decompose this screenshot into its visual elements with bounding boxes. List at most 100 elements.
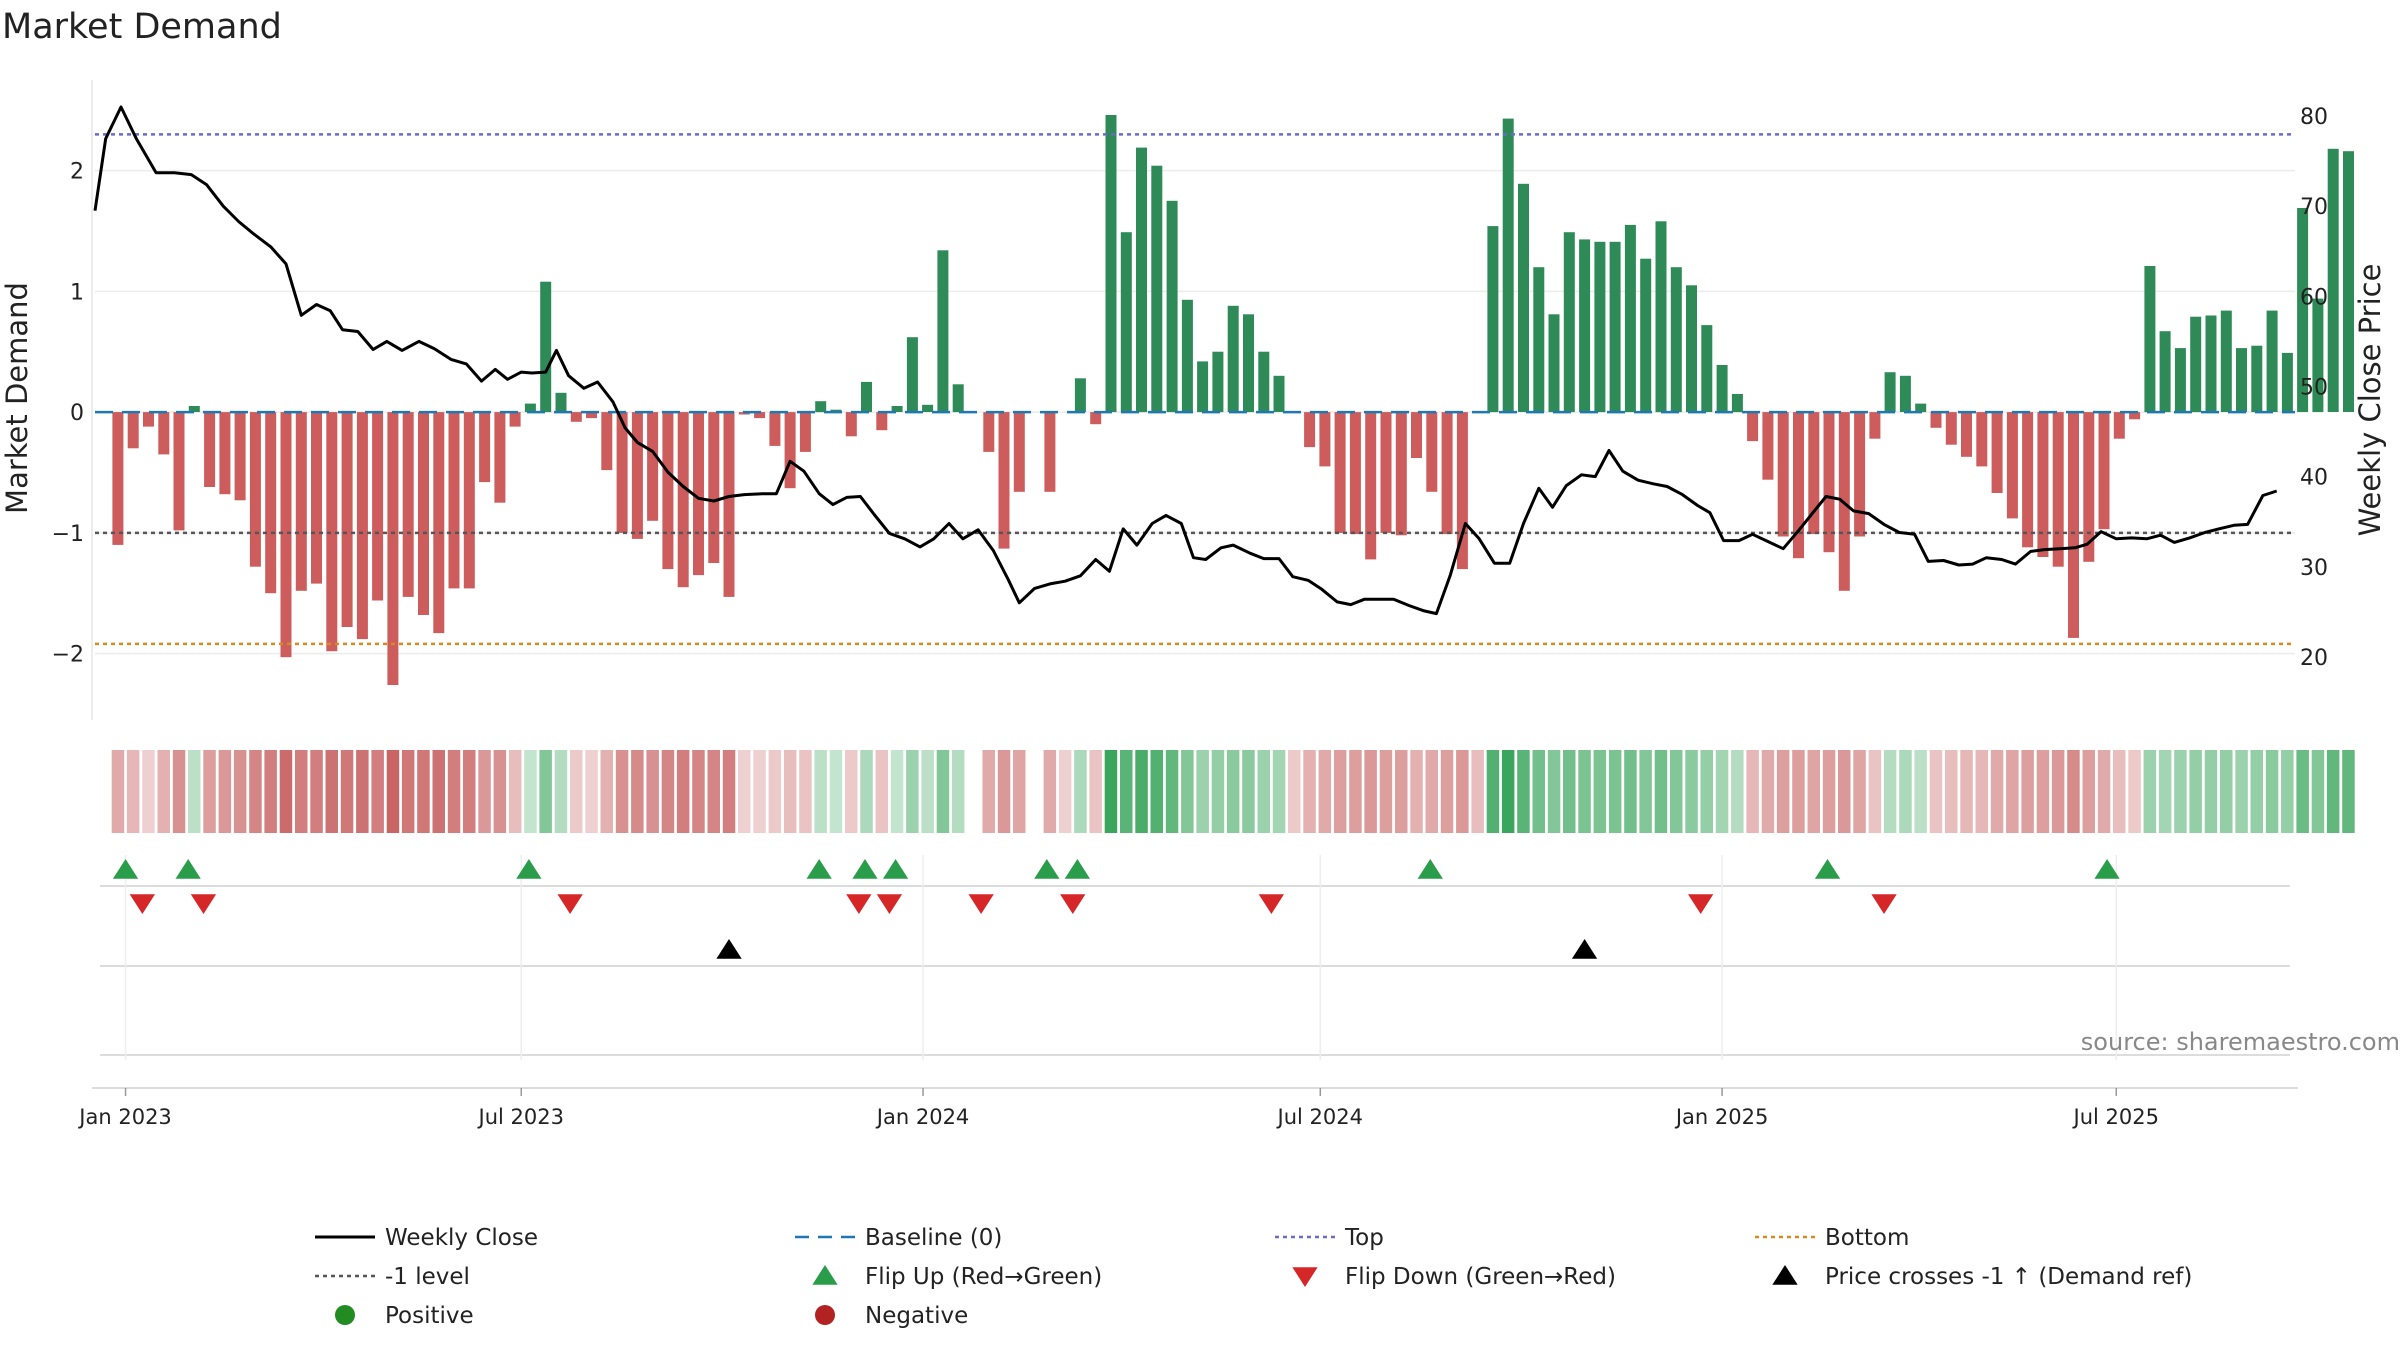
flip-up-marker [882, 859, 909, 879]
strip-cell-negative [982, 750, 995, 833]
strip-cell-negative [600, 750, 613, 833]
strip-cell-negative [264, 750, 277, 833]
strip-cell-negative [692, 750, 705, 833]
positive-demand-bar [1181, 299, 1193, 413]
strip-cell-negative [631, 750, 644, 833]
strip-cell-negative [1456, 750, 1469, 833]
strip-cell-positive [539, 750, 552, 833]
weekly-close-line [93, 105, 2278, 616]
positive-demand-bar [2327, 148, 2339, 413]
flip-down-marker [968, 894, 994, 914]
positive-demand-bar [1212, 351, 1224, 413]
strip-cell-negative [661, 750, 675, 833]
strip-cell-negative [2113, 750, 2126, 833]
flip-down-marker [190, 894, 217, 914]
legend-entry: Top [1275, 1225, 1384, 1251]
flip-down-marker [1871, 894, 1897, 914]
positive-demand-bar [1701, 325, 1713, 412]
negative-demand-bar [1945, 412, 1957, 445]
negative-demand-bar [784, 412, 796, 489]
negative-demand-bar [448, 412, 460, 589]
strip-cell-positive [2342, 750, 2355, 833]
strip-cell-positive [2220, 750, 2233, 833]
negative-demand-bar [662, 412, 674, 570]
strip-cell-negative [126, 750, 140, 833]
positive-demand-bar [1915, 403, 1927, 413]
strip-cell-positive [1563, 750, 1576, 833]
negative-demand-bar [998, 412, 1010, 549]
strip-cell-negative [478, 750, 491, 833]
negative-demand-bar [799, 412, 811, 452]
legend-swatch-triangle-up [812, 1265, 838, 1285]
negative-demand-bar [2129, 412, 2141, 420]
positive-demand-bar [1548, 314, 1560, 413]
negative-demand-bar [173, 412, 185, 531]
strip-cell-positive [890, 750, 904, 833]
negative-demand-bar [647, 412, 659, 521]
negative-demand-bar [1808, 412, 1820, 535]
negative-demand-bar [2068, 412, 2079, 638]
strip-cell-positive [1517, 750, 1530, 833]
strip-cell-negative [1776, 750, 1790, 833]
y-axis-label: Market Demand [0, 282, 34, 514]
strip-cell-negative [570, 750, 583, 833]
chart-title: Market Demand [2, 7, 282, 47]
strip-cell-positive [1257, 750, 1270, 833]
strip-cell-negative [249, 750, 262, 833]
strip-cell-negative [432, 750, 445, 833]
strip-cell-negative [325, 750, 338, 833]
flip-down-marker [846, 894, 872, 914]
strip-cell-negative [310, 750, 323, 833]
strip-cell-negative [676, 750, 690, 833]
negative-demand-bar [2098, 412, 2110, 530]
strip-cell-positive [1104, 750, 1118, 833]
flip-down-marker [876, 894, 903, 914]
negative-demand-bar [1013, 412, 1025, 492]
strip-cell-positive [1715, 750, 1729, 833]
strip-cell-positive [921, 750, 934, 833]
strip-cell-negative [111, 750, 125, 833]
negative-demand-bar [983, 412, 995, 452]
y-tick-label: −2 [52, 643, 84, 668]
negative-demand-bar [754, 412, 766, 419]
flip-up-marker [852, 859, 878, 879]
x-tick-label: Jan 2024 [875, 1105, 970, 1129]
event-markers [92, 855, 2298, 1089]
strip-cell-negative [1395, 750, 1408, 833]
strip-cell-negative [1868, 750, 1882, 833]
strip-cell-negative [463, 750, 476, 833]
positive-demand-bar [2281, 352, 2293, 413]
strip-cell-positive [1608, 750, 1622, 833]
negative-demand-bar [1854, 412, 1866, 537]
strip-cell-negative [2067, 750, 2080, 833]
x-tick-label: Jul 2023 [477, 1105, 564, 1129]
negative-demand-bar [2037, 412, 2049, 557]
strip-cell-negative [2006, 750, 2019, 833]
strip-cell-negative [203, 750, 216, 833]
strip-cell-positive [1486, 750, 1500, 833]
negative-demand-bar [463, 412, 475, 589]
reference-lines [95, 133, 2295, 646]
strip-cell-negative [2097, 750, 2111, 833]
strip-cell-positive [951, 750, 965, 833]
y-tick-label: 2 [70, 160, 84, 185]
legend: Weekly Close Baseline (0) Top Bottom -1 leve… [315, 1225, 2192, 1329]
strip-cell-positive [188, 750, 201, 833]
negative-demand-bar [143, 412, 154, 427]
strip-cell-positive [1883, 750, 1897, 833]
negative-demand-bar [1961, 412, 1972, 457]
negative-demand-bar [693, 412, 704, 576]
positive-demand-bar [1166, 200, 1178, 413]
positive-demand-bar [1563, 232, 1575, 413]
legend-label: Negative [865, 1303, 968, 1329]
axes: 2 1 0 −1 −2 80 70 60 50 40 30 20 [52, 80, 2328, 720]
strip-cell-positive [1150, 750, 1163, 833]
x-axis: Jan 2023 Jul 2023 Jan 2024 Jul 2024 Jan 2025… [77, 1088, 2159, 1129]
source-label: source: sharemaestro.com [2081, 1028, 2400, 1056]
strip-cell-negative [356, 750, 369, 833]
strip-cell-negative [738, 750, 751, 833]
positive-demand-bar [1640, 258, 1652, 413]
negative-demand-bar [845, 412, 857, 437]
positive-demand-bar [1686, 285, 1697, 413]
y2-tick-label: 70 [2300, 195, 2328, 220]
